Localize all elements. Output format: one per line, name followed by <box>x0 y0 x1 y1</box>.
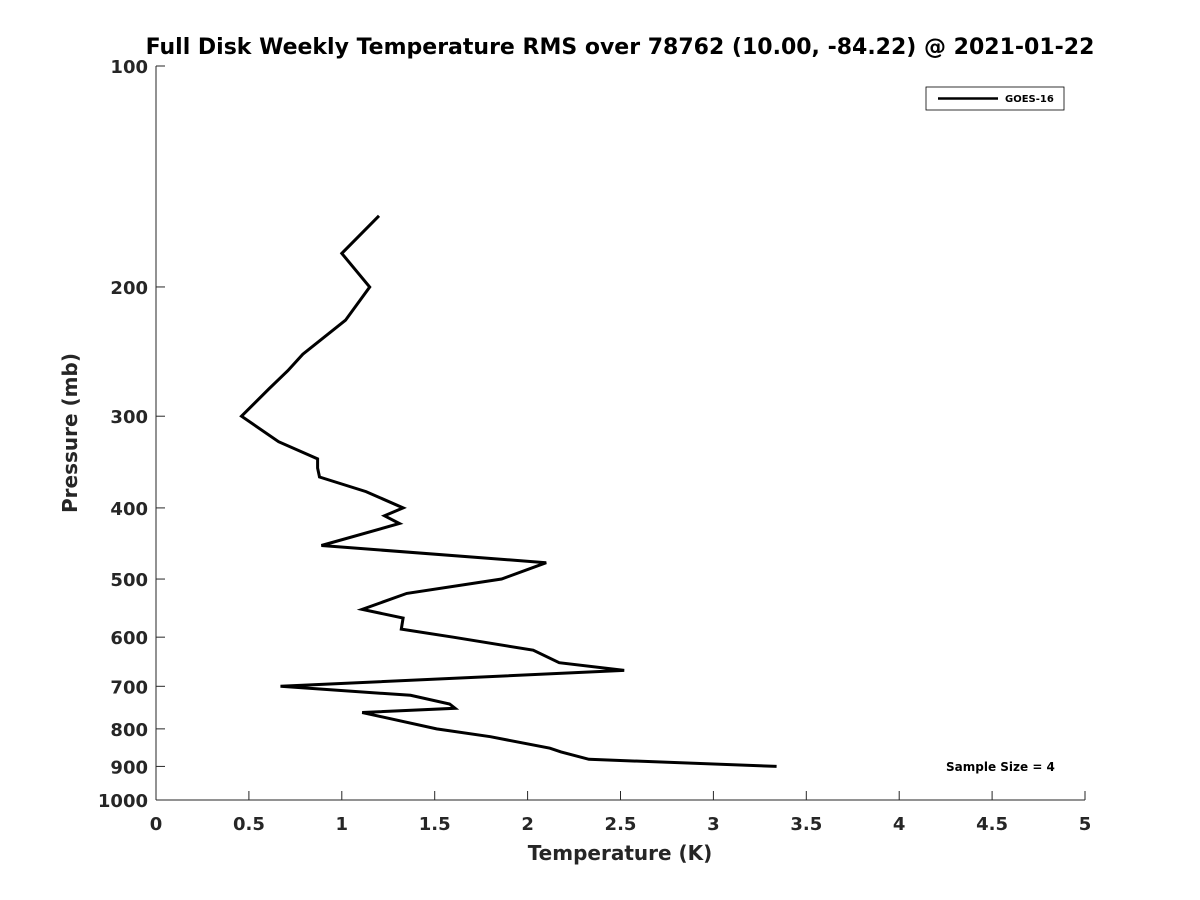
y-tick-label: 300 <box>110 407 148 428</box>
sample-size-annotation: Sample Size = 4 <box>946 760 1055 774</box>
x-tick-label: 4 <box>893 814 906 835</box>
y-axis-ticks: 100 200 300 400 500 600 700 800 900 1000 <box>98 57 165 812</box>
y-tick-label: 500 <box>110 570 148 591</box>
x-tick-label: 0 <box>150 814 163 835</box>
y-tick-label: 700 <box>110 677 148 698</box>
x-tick-label: 1.5 <box>419 814 451 835</box>
y-tick-label: 800 <box>110 720 148 741</box>
y-tick-label: 100 <box>110 57 148 78</box>
y-tick-label: 1000 <box>98 791 148 812</box>
x-axis-title: Temperature (K) <box>528 841 713 865</box>
x-tick-label: 0.5 <box>233 814 265 835</box>
y-tick-label: 400 <box>110 499 148 520</box>
x-tick-label: 4.5 <box>976 814 1008 835</box>
y-tick-label: 600 <box>110 628 148 649</box>
plot-series <box>239 214 777 768</box>
x-tick-label: 2.5 <box>605 814 637 835</box>
x-tick-label: 2 <box>521 814 534 835</box>
legend: GOES-16 <box>925 86 1065 111</box>
x-axis-ticks: 0 0.5 1 1.5 2 2.5 3 3.5 4 4.5 5 <box>150 791 1092 835</box>
x-tick-label: 5 <box>1079 814 1092 835</box>
x-tick-label: 3.5 <box>790 814 822 835</box>
chart-title: Full Disk Weekly Temperature RMS over 78… <box>146 35 1095 60</box>
x-tick-label: 1 <box>336 814 349 835</box>
y-axis-title: Pressure (mb) <box>58 353 82 513</box>
x-tick-label: 3 <box>707 814 720 835</box>
legend-label-goes-16: GOES-16 <box>1005 94 1054 105</box>
y-tick-label: 200 <box>110 278 148 299</box>
y-tick-label: 900 <box>110 757 148 778</box>
series-line-goes-16 <box>239 214 777 768</box>
